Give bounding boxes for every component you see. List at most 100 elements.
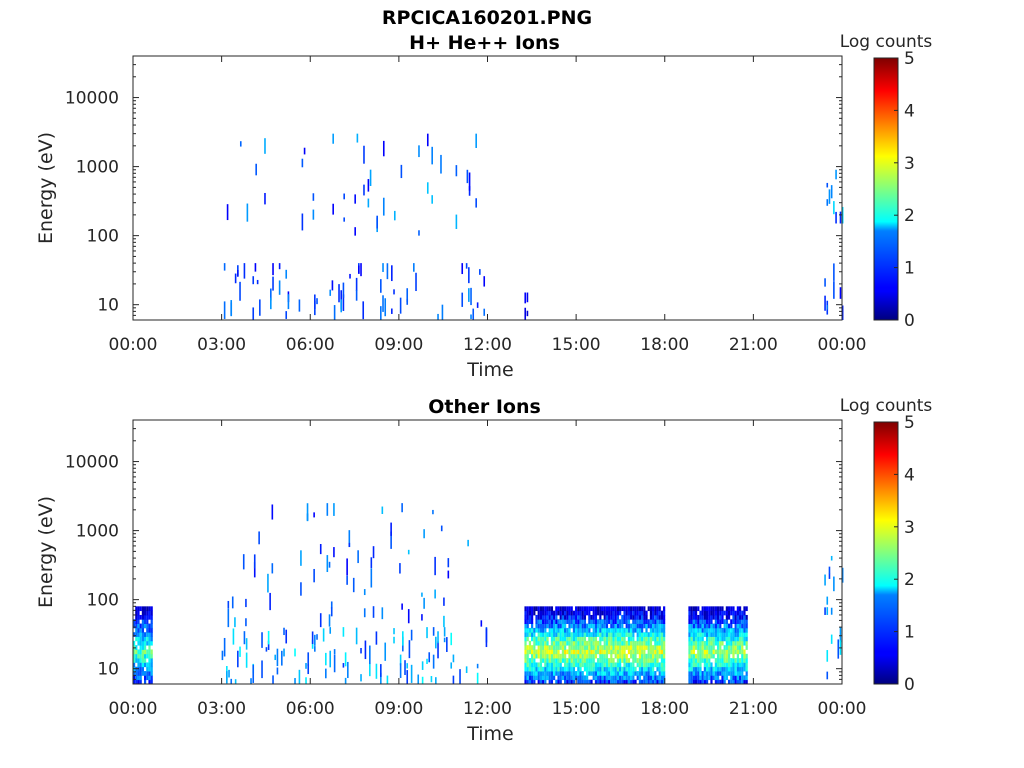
data-cell — [570, 640, 573, 646]
data-cell — [141, 614, 144, 620]
data-cell — [546, 653, 549, 659]
data-cell — [694, 636, 698, 642]
data-cell — [537, 649, 540, 655]
data-cell — [539, 658, 543, 663]
data-cell — [608, 666, 611, 672]
data-cell — [660, 675, 664, 681]
data-cell — [725, 610, 728, 616]
data-cell — [228, 669, 230, 678]
data-cell — [694, 614, 698, 620]
colorbar-tick-label: 2 — [904, 570, 915, 590]
data-cell — [647, 675, 650, 681]
data-cell — [524, 658, 527, 663]
data-cell — [649, 645, 653, 650]
data-cell — [734, 645, 737, 650]
data-cell — [594, 632, 598, 637]
data-cell — [656, 649, 659, 655]
data-cell — [564, 658, 567, 663]
data-cell — [592, 675, 595, 681]
data-cell — [539, 645, 543, 650]
data-cell — [528, 649, 532, 655]
data-cell — [612, 636, 615, 642]
data-cell — [732, 649, 735, 655]
data-cell — [581, 658, 584, 663]
data-cell — [550, 640, 554, 646]
colorbar-tick-label: 1 — [904, 259, 915, 279]
data-cell — [544, 649, 547, 655]
data-cell — [557, 619, 560, 624]
data-cell — [610, 679, 613, 685]
data-cell — [278, 263, 281, 270]
data-cell — [135, 636, 138, 642]
data-cell — [732, 645, 735, 650]
data-cell — [833, 576, 835, 592]
data-cell — [654, 627, 657, 633]
data-cell — [150, 614, 153, 620]
data-cell — [632, 645, 635, 650]
data-cell — [663, 619, 666, 624]
data-cell — [526, 662, 529, 668]
data-cell — [654, 623, 657, 629]
data-cell — [721, 636, 724, 642]
data-cell — [616, 658, 620, 663]
data-cell — [732, 614, 735, 620]
data-cell — [465, 666, 468, 674]
data-cell — [605, 632, 609, 637]
data-cell — [730, 632, 733, 637]
data-cell — [734, 623, 737, 629]
data-cell — [144, 649, 147, 655]
data-cell — [546, 645, 549, 650]
data-cell — [660, 658, 664, 663]
data-cell — [133, 619, 136, 624]
x-axis-label: Time — [466, 359, 514, 381]
data-cell — [632, 675, 635, 681]
x-tick-label: 00:00 — [109, 699, 158, 719]
data-cell — [630, 662, 633, 668]
data-cell — [721, 619, 724, 624]
data-cell — [139, 636, 142, 642]
colorbar-label: Log counts — [840, 396, 933, 416]
data-cell — [581, 640, 584, 646]
data-cell — [627, 645, 631, 650]
data-cell — [619, 610, 622, 616]
data-cell — [652, 645, 655, 650]
data-cell — [581, 679, 584, 685]
data-cell — [568, 662, 571, 668]
data-cell — [435, 636, 437, 649]
data-cell — [590, 649, 593, 655]
data-cell — [649, 640, 653, 646]
data-cell — [743, 606, 746, 612]
data-cell — [431, 146, 433, 165]
data-cell — [701, 614, 704, 620]
data-cell — [701, 649, 704, 655]
data-cell — [272, 276, 274, 291]
data-cell — [443, 637, 446, 643]
data-cell — [583, 653, 587, 659]
data-cell — [559, 632, 562, 637]
data-cell — [237, 650, 239, 668]
data-cell — [133, 662, 136, 668]
data-cell — [608, 640, 611, 646]
data-cell — [625, 640, 628, 646]
data-cell — [533, 606, 536, 612]
data-cell — [319, 544, 322, 555]
data-cell — [524, 675, 527, 681]
data-cell — [608, 619, 611, 624]
data-cell — [535, 619, 538, 624]
data-cell — [741, 627, 744, 633]
data-cell — [719, 645, 722, 650]
data-cell — [485, 628, 488, 648]
data-cell — [616, 623, 620, 629]
data-cell — [705, 606, 709, 612]
data-cell — [688, 640, 691, 646]
data-cell — [610, 623, 613, 629]
data-cell — [544, 653, 547, 659]
data-cell — [575, 627, 578, 633]
data-cell — [627, 636, 631, 642]
colorbar-tick-label: 3 — [904, 154, 915, 174]
data-cell — [608, 679, 611, 685]
data-cell — [594, 606, 598, 612]
data-cell — [699, 632, 702, 637]
data-cell — [745, 623, 748, 629]
